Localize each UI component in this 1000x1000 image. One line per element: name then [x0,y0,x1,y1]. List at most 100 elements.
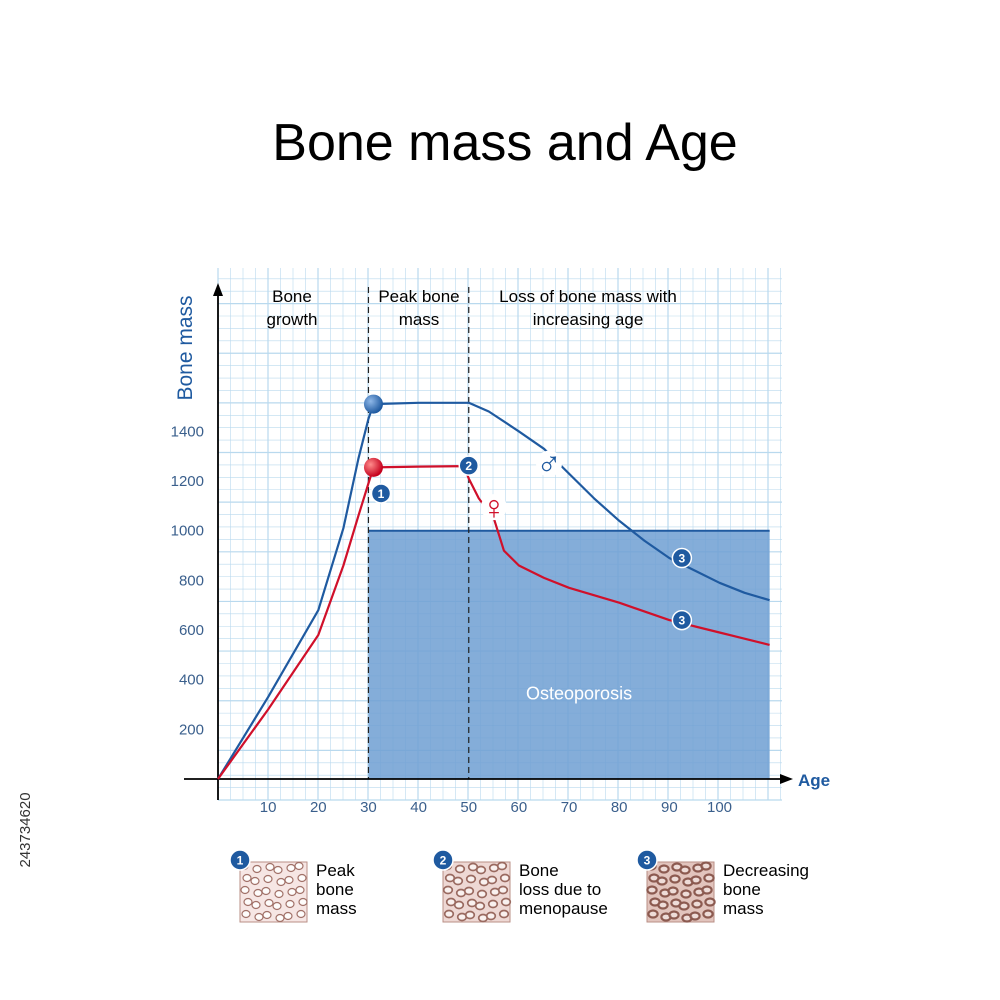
phase-peak-line1: Peak bone [378,287,459,306]
y-axis-arrow [213,283,223,296]
legend-tissue-cell [452,876,464,886]
legend-tissue-cell [668,910,680,920]
male-peak-ball [363,394,383,414]
legend-tissue-cell [646,885,658,895]
legend-tissue-cell [263,874,273,884]
legend-tissue-cell [647,909,659,919]
legend-tissue-cell [700,861,712,871]
legend-tissue-cell [690,875,702,885]
osteoporosis-label: Osteoporosis [526,684,632,704]
y-tick-label: 400 [179,672,204,689]
badge-3 [671,547,693,569]
legend-tissue-cell [689,911,701,921]
male-symbol-icon: ♂ [536,446,562,484]
legend-tissue-cell [252,864,262,874]
badge-3 [671,609,693,631]
x-axis-label: Age [798,771,830,790]
legend-tissue-cell [287,887,297,897]
x-tick-labels: 10 20 30 40 50 60 70 80 90 100 [260,799,732,816]
badge-number: 1 [378,487,385,501]
legend-tissue-cell [295,885,305,895]
legend-tissue-cell [499,873,511,883]
y-tick-label: 200 [179,721,204,738]
legend-tissue-cell [264,898,274,908]
legend-tissue-cell [496,861,508,871]
legend-tissue-cell [701,885,713,895]
legend-tissue-cell [254,912,264,922]
female-symbol-backdrop [480,494,507,521]
x-tick-label: 10 [260,799,277,816]
legend-tissue-cell [286,863,296,873]
x-tick-label: 90 [661,799,678,816]
x-tick-label: 50 [460,799,477,816]
gender-symbols: ♂♀ [480,446,562,527]
y-tick-label: 1200 [171,473,204,490]
legend-tissue-cell [298,897,308,907]
legend-tissue-cell [498,909,510,919]
legend-tissue-cell [283,911,293,921]
stage-badges: 1 2 3 3 [370,455,693,631]
legend-label-1-line1: Peak [316,861,355,880]
legend-tissue-cell [276,877,286,887]
legend-badge-1 [229,849,251,871]
legend-tissue-cell [251,900,261,910]
legend-tissue-cell [465,874,477,884]
x-tick-label: 40 [410,799,427,816]
legend-tissue-cell [476,889,488,899]
badge-number: 3 [679,552,686,566]
badge-1 [370,483,392,504]
legend-label-3-line2: bone [723,880,761,899]
legend-tissue-cell [679,865,691,875]
legend-tissue-cell [657,900,669,910]
phase-bone-growth-line1: Bone [272,287,312,306]
legend-tissue-cell [702,909,714,919]
legend-tissue-cell [250,876,260,886]
legend-badge-number: 2 [440,854,447,868]
female-peak-ball [363,457,383,477]
legend-badge-2 [432,849,454,871]
legend-tissue-cell [678,901,690,911]
female-symbol-icon: ♀ [481,489,507,527]
stock-id: 243734620 [17,792,34,867]
legend-label-1-line2: bone [316,880,354,899]
legend-tissue-cell [443,909,455,919]
phase-boundaries [367,287,470,779]
legend-tissue-cell [669,874,681,884]
legend-tissue-cell [703,873,715,883]
legend-tissue-cell [442,885,454,895]
legend-tissue-cell [240,885,250,895]
legend-tissue-cell [265,862,275,872]
badge-number: 2 [465,459,472,473]
legend-tissue-cell [680,889,692,899]
chart-title: Bone mass and Age [272,114,737,172]
legend-tissue-cell [474,901,486,911]
osteoporosis-zone [368,530,770,779]
y-tick-label: 600 [179,622,204,639]
male-symbol-backdrop [535,450,562,477]
legend-tissue-cell [691,899,703,909]
y-tick-label: 1400 [171,423,204,440]
legend-badge-number: 3 [644,854,651,868]
legend-tissue-cell [253,888,263,898]
x-tick-label: 100 [707,799,732,816]
legend-label-2-line1: Bone [519,861,559,880]
peak-markers [363,394,383,477]
legend-tissue-cell [475,865,487,875]
legend-tissue-cell [497,885,509,895]
phase-bone-growth-line2: growth [266,310,317,329]
y-tick-label: 1000 [171,523,204,540]
y-axis-label: Bone mass [174,295,197,400]
legend-label-2-line2: loss due to [519,880,601,899]
phase-peak-line2: mass [399,310,440,329]
legend-tissue-cell [464,910,476,920]
legend-tissue-cell [296,909,306,919]
x-tick-label: 70 [561,799,578,816]
x-tick-label: 80 [611,799,628,816]
legend-tissue-cell [667,886,679,896]
phase-loss-line1: Loss of bone mass with [499,287,677,306]
badge-2 [458,455,479,476]
legend-tissue-cell [453,900,465,910]
legend-tissue-cell [243,897,253,907]
